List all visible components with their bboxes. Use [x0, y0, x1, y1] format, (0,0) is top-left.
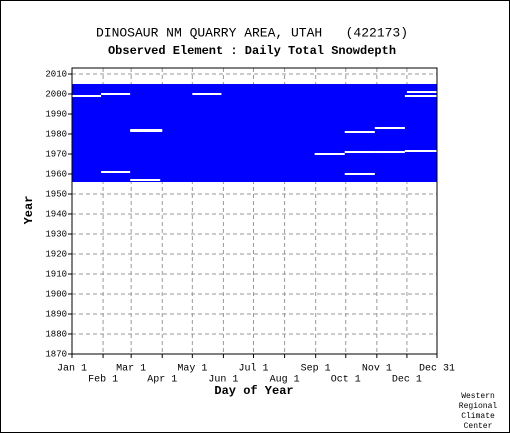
y-tick-label: 1870: [45, 349, 67, 359]
y-tick-label: 1890: [45, 309, 67, 319]
data-gap: [344, 173, 375, 175]
chart-subtitle: Observed Element : Daily Total Snowdepth: [108, 44, 396, 58]
data-gap: [101, 93, 131, 95]
data-gap: [404, 150, 437, 152]
x-tick-label: Feb 1: [88, 374, 118, 386]
x-tick-label: Aug 1: [270, 375, 300, 386]
x-axis-label: Day of Year: [214, 384, 293, 398]
chart-title: DINOSAUR NM QUARRY AREA, UTAH (422173): [96, 25, 408, 40]
data-gap: [192, 93, 222, 95]
y-tick-label: 1900: [45, 289, 67, 299]
x-tick-label: Nov 1: [362, 364, 392, 375]
data-gap: [344, 151, 375, 153]
data-gap: [314, 153, 345, 155]
x-tick-label: May 1: [177, 364, 207, 375]
credit-line: Climate: [461, 412, 495, 421]
data-gap: [130, 179, 161, 181]
y-tick-label: 1940: [45, 209, 67, 219]
x-tick-label: Apr 1: [147, 375, 177, 386]
y-axis-label: Year: [22, 196, 36, 225]
x-tick-label: Sep 1: [301, 364, 331, 375]
x-tick-label: Dec 31: [419, 364, 455, 375]
plot-border: [71, 67, 438, 355]
y-tick-label: 2010: [45, 69, 67, 79]
data-gap: [406, 91, 437, 93]
x-tick-label: Jun 1: [208, 375, 238, 386]
credit-line: Western: [461, 392, 495, 401]
y-tick-label: 1970: [45, 149, 67, 159]
y-tick-label: 2000: [45, 89, 67, 99]
data-gap: [101, 171, 131, 173]
x-tick-label: Jan 1: [57, 364, 87, 375]
data-gap: [374, 127, 405, 129]
data-gap: [72, 95, 102, 97]
coverage-block: [72, 84, 437, 182]
y-tick-label: 1910: [45, 269, 67, 279]
credit-line: Center: [464, 422, 493, 431]
y-tick-label: 1990: [45, 109, 67, 119]
y-tick-label: 1960: [45, 169, 67, 179]
x-tick-label: Mar 1: [116, 364, 146, 375]
x-tick-label: Jul 1: [238, 363, 268, 375]
y-tick-label: 1930: [45, 229, 67, 239]
x-tick-label: Dec 1: [392, 375, 422, 386]
data-gap: [344, 131, 375, 133]
data-gap: [404, 95, 437, 97]
y-tick-label: 1920: [45, 249, 67, 259]
credit-line: Regional: [459, 402, 498, 411]
y-tick-label: 1980: [45, 129, 67, 139]
data-gap: [130, 130, 163, 132]
y-tick-label: 1880: [45, 329, 67, 339]
x-tick-label: Oct 1: [331, 375, 361, 386]
data-gap: [374, 151, 405, 153]
y-tick-label: 1950: [45, 189, 67, 199]
